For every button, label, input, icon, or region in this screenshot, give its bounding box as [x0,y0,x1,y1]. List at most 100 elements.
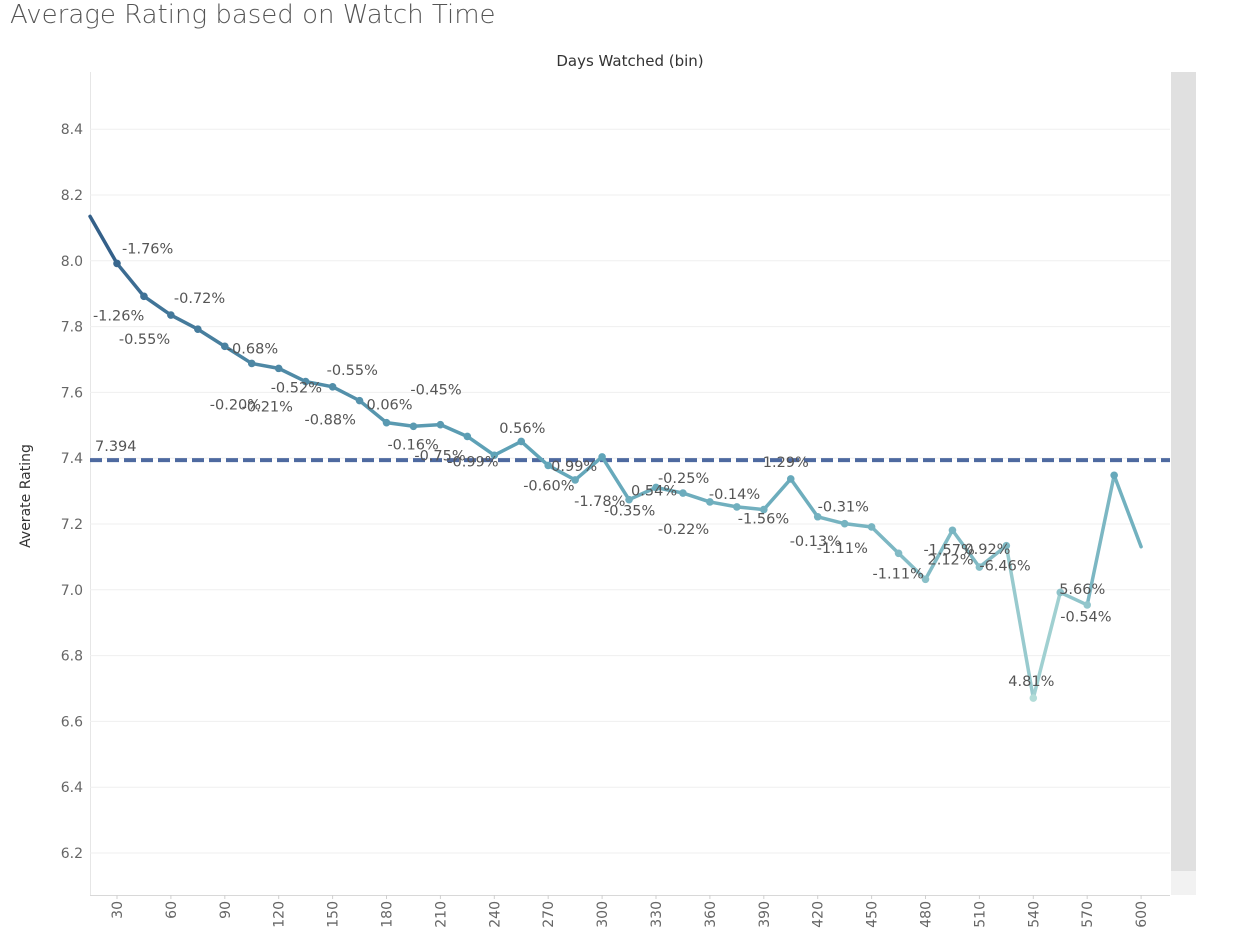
series-line-segment [950,528,982,569]
data-point [140,292,148,301]
series-line-segment [169,313,200,331]
data-point [894,549,903,558]
point-label: -0.88% [305,413,356,429]
reference-line-label: 7.394 [95,439,137,455]
data-point [517,437,526,446]
point-label: -0.31% [818,500,869,516]
point-label: -1.76% [122,241,173,257]
series-line-segment [681,491,712,504]
series-line-segment [627,485,658,502]
point-label: -0.75% [414,448,465,464]
data-point [113,259,121,268]
series-line-segment [977,543,1009,569]
y-tick-label: 7.0 [61,583,83,599]
x-tick-label: 90 [218,901,234,919]
vertical-scrollbar[interactable] [1171,72,1196,871]
point-label: -0.54% [1060,609,1111,625]
y-tick-label: 6.2 [61,846,83,862]
x-tick-label: 330 [649,901,665,928]
series-line-segment [276,366,308,384]
y-tick-label: 8.2 [61,188,83,204]
x-tick-label: 150 [326,901,342,928]
point-label: 5.66% [1059,582,1105,598]
series-line-segment [384,420,416,429]
x-tick-label: 180 [380,901,396,928]
data-point [1083,601,1091,609]
point-label: -6.46% [979,559,1030,575]
data-point [409,422,418,431]
data-point [733,503,741,511]
data-point [167,311,175,319]
data-point [247,359,256,368]
data-point [652,483,660,492]
point-label: 0.99% [551,459,597,475]
series-line-segment [223,344,254,366]
series-line-segment [1031,590,1062,700]
point-label: -1.78% [574,494,625,510]
point-label: -1.26% [93,308,144,324]
x-tick-label: 450 [865,901,881,928]
x-tick-label: 510 [972,901,988,928]
data-point [625,495,633,504]
data-point [598,453,606,461]
data-point [679,489,687,497]
series-line-segment [1085,473,1116,607]
series-line-segment [600,455,631,502]
series-line-segment [735,505,766,512]
data-point [490,451,499,460]
series-line-segment [88,214,119,266]
data-point [760,505,768,514]
y-tick-label: 6.6 [61,714,83,730]
data-point [948,526,957,535]
point-label: 1.29% [763,455,809,471]
series-line-segment [869,525,901,556]
point-label: -1.56% [738,512,789,528]
point-label: -1.11% [817,541,868,557]
series-line-segment [438,422,470,439]
point-label: -0.13% [790,534,841,550]
x-tick-label: 120 [272,901,288,928]
series-line-segment [923,528,955,582]
series-line-segment [1004,543,1036,700]
point-label: -0.55% [119,332,170,348]
data-point [975,563,984,571]
data-point [921,575,930,584]
x-tick-label: 570 [1080,901,1096,928]
data-point [221,342,229,351]
x-tick-label: 270 [541,901,557,928]
point-label: -0.99% [447,454,498,470]
series-line-segment [519,439,550,468]
point-label: -0.55% [327,363,378,379]
y-tick-label: 8.0 [61,254,83,270]
data-point [463,432,472,441]
data-point [544,461,552,470]
point-label: -0.21% [242,400,293,416]
x-tick-label: 210 [433,901,449,928]
x-tick-label: 480 [919,901,935,928]
y-tick-label: 7.6 [61,385,83,401]
data-point [274,364,283,373]
data-point [328,383,337,391]
point-label: -1.57% [923,542,974,558]
x-tick-label: 30 [110,901,126,919]
data-point [813,512,822,521]
point-label: -0.16% [387,437,438,453]
x-tick-label: 300 [595,901,611,928]
point-label: 0.56% [499,421,545,437]
series-line-segment [330,385,362,403]
data-point [382,418,391,427]
series-line-segment [573,455,604,482]
series-line-segment [842,521,874,529]
point-label: -0.35% [604,503,655,519]
data-point [867,523,876,531]
data-point [436,420,445,429]
data-point [1029,694,1038,702]
point-label: -0.22% [658,522,709,538]
series-line-segment [492,439,523,457]
series-line-segment [142,294,173,317]
data-point [1056,588,1065,597]
x-tick-label: 600 [1134,901,1150,928]
point-label: -0.14% [709,487,760,503]
series-line-segment [250,361,281,371]
point-label: 4.81% [1008,674,1054,690]
